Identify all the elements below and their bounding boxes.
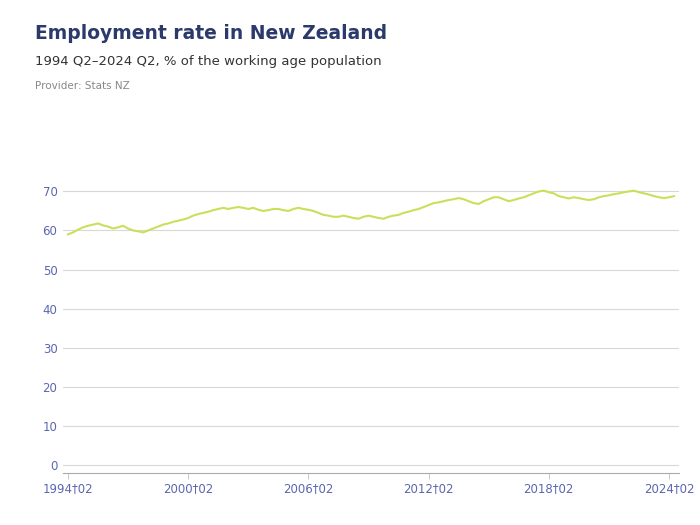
- Text: Employment rate in New Zealand: Employment rate in New Zealand: [35, 24, 387, 43]
- Text: Provider: Stats NZ: Provider: Stats NZ: [35, 81, 130, 91]
- Text: 1994 Q2–2024 Q2, % of the working age population: 1994 Q2–2024 Q2, % of the working age po…: [35, 55, 382, 68]
- Text: figure.nz: figure.nz: [583, 22, 659, 35]
